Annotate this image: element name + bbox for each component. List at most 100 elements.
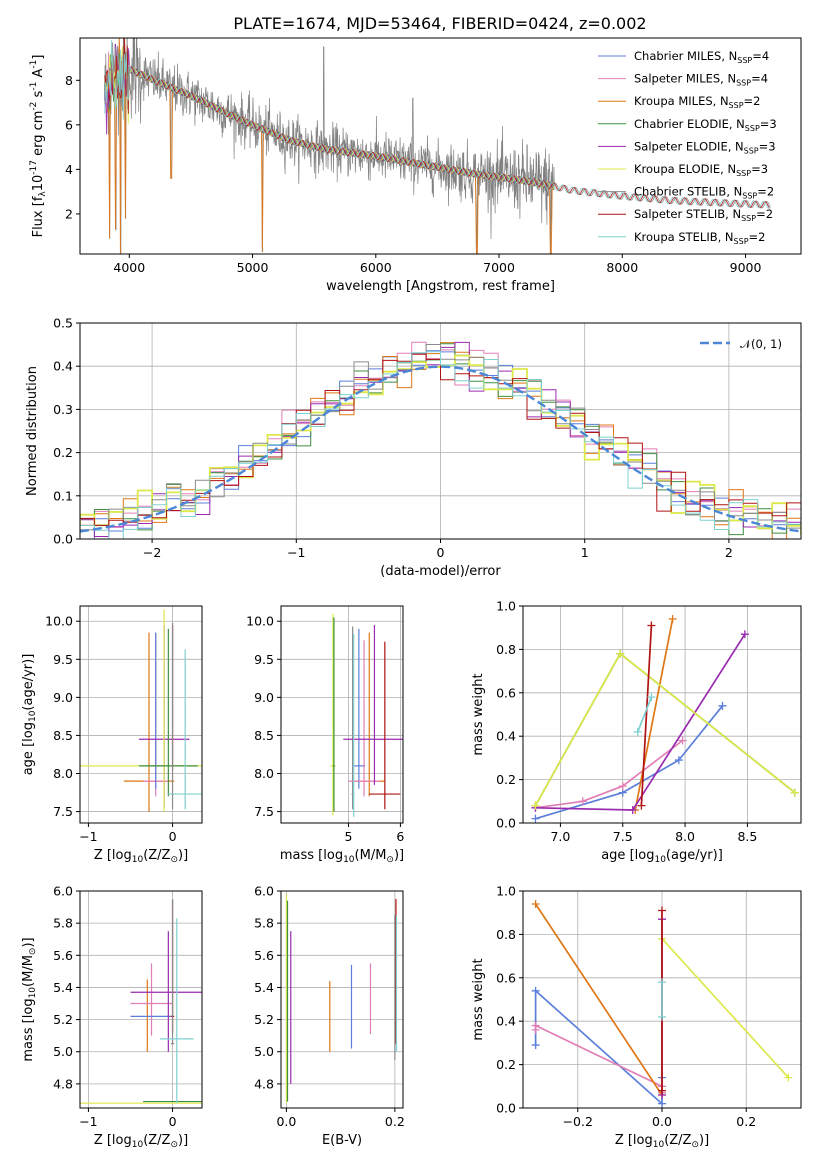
legend-subscript: SSP (741, 214, 756, 223)
legend-entry: Salpeter STELIB, NSSP=2 (634, 207, 773, 223)
y-tick-label: 7.5 (254, 804, 274, 819)
y-tick-label: 5.2 (53, 1012, 73, 1027)
legend-entry: Chabrier STELIB, NSSP=2 (634, 185, 774, 201)
y-axis-label: Flux [fλ10-17 erg cm-2 s-1 A-1] (29, 55, 48, 238)
x-tick-label: −1 (79, 829, 97, 844)
x-tick-label: 8.5 (737, 829, 757, 844)
figure-title: PLATE=1674, MJD=53464, FIBERID=0424, z=0… (233, 14, 646, 33)
y-tick-label: 9.5 (53, 652, 73, 667)
y-tick-label: 5.4 (254, 980, 274, 995)
data-point-marker (674, 756, 683, 765)
y-tick-label: 2 (65, 206, 73, 221)
x-tick-label: 8000 (606, 260, 638, 275)
label-part: (Z/Z (143, 1133, 170, 1148)
label-part: mass [log (280, 848, 343, 863)
y-tick-label: 10.0 (45, 614, 73, 629)
axes-frame (522, 605, 802, 824)
x-tick-label: 0 (437, 545, 445, 560)
data-point-marker (531, 1041, 540, 1050)
x-tick-label: 0.0 (276, 1114, 296, 1129)
y-tick-label: 0.4 (53, 359, 73, 374)
subscript: ⊙ (386, 855, 394, 865)
x-tick-label: 5 (345, 829, 353, 844)
y-tick-label: 5.0 (254, 1044, 274, 1059)
label-part: )] (21, 937, 36, 947)
label-part: (age/yr)] (21, 654, 36, 711)
label-part: Flux [f (31, 196, 46, 237)
label-part: mass [log (21, 998, 36, 1061)
x-tick-label: 7.5 (613, 829, 633, 844)
data-point-marker (740, 630, 749, 639)
axes-frame (280, 605, 404, 824)
superscript: -1 (29, 60, 39, 69)
data-point-marker (637, 801, 646, 810)
data-point-marker (784, 1073, 793, 1082)
y-tick-label: 5.6 (254, 948, 274, 963)
legend-text: Kroupa MILES, N (634, 94, 729, 108)
legend-entry: Kroupa MILES, NSSP=2 (634, 94, 760, 110)
label-part: )] (178, 1133, 188, 1148)
residual-panel: −2 −1 0 1 2 0.0 0.1 0.2 0.3 0.4 0.5 (data-model)/er… (25, 316, 802, 579)
subscript: ⊙ (28, 948, 38, 956)
mass-weight-vs-z-panel: −0.2 0.0 0.2 0.0 0.2 0.4 0.6 0.8 1.0 Z [log10(Z/Z… (471, 884, 802, 1150)
subscript: 10 (653, 1140, 665, 1150)
legend-text: Salpeter STELIB, N (634, 207, 741, 221)
legend-subscript: SSP (744, 146, 759, 155)
legend-text: =3 (760, 117, 777, 131)
y-tick-label: 0.0 (496, 816, 516, 831)
legend-text: Chabrier ELODIE, N (634, 117, 745, 131)
y-tick-label: 5.8 (254, 916, 274, 931)
axes-frame (79, 37, 802, 255)
y-tick-label: 8.0 (254, 766, 274, 781)
label-part: (M/M (21, 955, 36, 987)
label-part: age [log (21, 722, 36, 775)
y-tick-label: 5.2 (254, 1012, 274, 1027)
y-tick-label: 0.4 (496, 729, 516, 744)
legend-entry: Kroupa STELIB, NSSP=2 (634, 230, 765, 246)
x-tick-label: −1 (79, 1114, 97, 1129)
legend-text: =2 (756, 207, 773, 221)
x-tick-label: 8.0 (675, 829, 695, 844)
y-tick-label: 0.8 (496, 927, 516, 942)
superscript: -2 (29, 102, 39, 111)
series-line (640, 625, 653, 806)
data-point-marker (628, 805, 637, 814)
subscript: 10 (28, 987, 38, 999)
label-part: s (31, 90, 46, 101)
subscript: 10 (132, 855, 144, 865)
y-tick-label: 0.4 (496, 1014, 516, 1029)
x-axis-label: (data-model)/error (380, 564, 501, 579)
y-tick-label: 0.0 (496, 1101, 516, 1116)
legend-entry: 𝒩(0, 1) (740, 337, 782, 351)
legend-subscript: SSP (745, 124, 760, 133)
series-line (534, 903, 663, 1096)
x-axis-label: wavelength [Angstrom, rest frame] (326, 279, 555, 294)
legend-entry: Chabrier MILES, NSSP=4 (634, 49, 769, 65)
subscript: 10 (343, 855, 355, 865)
x-axis-label: age [log10(age/yr)] (601, 848, 723, 865)
legend-text: Chabrier MILES, N (634, 49, 737, 63)
x-tick-label: 0.2 (385, 1114, 405, 1129)
y-tick-label: 8.0 (53, 766, 73, 781)
data-point-marker (531, 1021, 540, 1030)
legend-entry: Chabrier ELODIE, NSSP=3 (634, 117, 777, 133)
data-point-marker (658, 978, 666, 987)
x-tick-label: 2 (725, 545, 733, 560)
series-line (534, 1024, 663, 1093)
y-tick-label: 4.8 (53, 1076, 73, 1091)
x-tick-label: 6000 (360, 260, 392, 275)
x-tick-label: 0 (169, 1114, 177, 1129)
age-vs-z-panel: −1 07.58.08.59.09.510.0Z [log10(Z/Z⊙)]age… (21, 605, 203, 865)
model-line-kroupa-stelib (104, 40, 771, 209)
x-tick-label: −0.2 (563, 1114, 593, 1129)
spectrum-panel: 4000 5000 6000 7000 8000 9000 2 4 6 8 wavelength [… (29, 37, 802, 294)
legend-text: Salpeter ELODIE, N (634, 139, 744, 153)
gaussian-curve (80, 365, 801, 533)
series-line (534, 988, 663, 1106)
superscript: -1 (29, 82, 39, 91)
y-tick-label: 5.0 (53, 1044, 73, 1059)
y-tick-label: 1.0 (496, 599, 516, 614)
x-axis-label: Z [log10(Z/Z⊙)] (94, 1133, 188, 1150)
label-part: mass weight (471, 958, 486, 1040)
